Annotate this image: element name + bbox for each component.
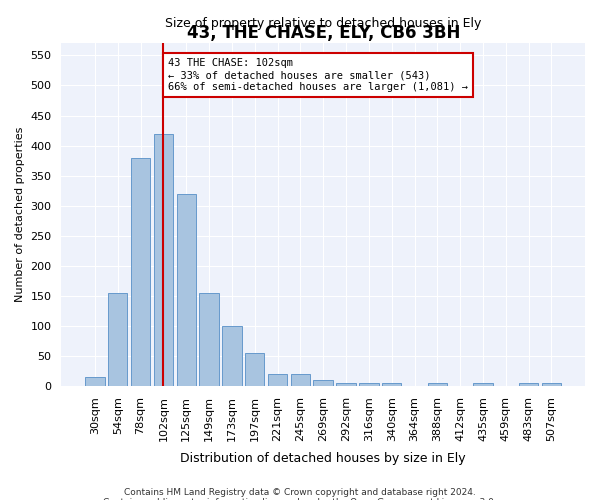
Text: Contains HM Land Registry data © Crown copyright and database right 2024.: Contains HM Land Registry data © Crown c… xyxy=(124,488,476,497)
Bar xyxy=(85,377,104,386)
X-axis label: Distribution of detached houses by size in Ely: Distribution of detached houses by size … xyxy=(181,452,466,465)
Bar xyxy=(176,194,196,386)
Y-axis label: Number of detached properties: Number of detached properties xyxy=(15,127,25,302)
Bar xyxy=(428,383,447,386)
Bar xyxy=(131,158,150,386)
Bar xyxy=(222,326,242,386)
Bar xyxy=(542,383,561,386)
Bar xyxy=(359,383,379,386)
Text: Contains public sector information licensed under the Open Government Licence v3: Contains public sector information licen… xyxy=(103,498,497,500)
Bar xyxy=(290,374,310,386)
Title: 43, THE CHASE, ELY, CB6 3BH: 43, THE CHASE, ELY, CB6 3BH xyxy=(187,24,460,42)
Bar xyxy=(108,293,127,386)
Bar xyxy=(313,380,333,386)
Bar xyxy=(473,383,493,386)
Bar xyxy=(268,374,287,386)
Text: 43 THE CHASE: 102sqm
← 33% of detached houses are smaller (543)
66% of semi-deta: 43 THE CHASE: 102sqm ← 33% of detached h… xyxy=(168,58,468,92)
Bar xyxy=(382,383,401,386)
Text: Size of property relative to detached houses in Ely: Size of property relative to detached ho… xyxy=(165,16,481,30)
Bar xyxy=(519,383,538,386)
Bar xyxy=(154,134,173,386)
Bar xyxy=(199,293,219,386)
Bar xyxy=(337,383,356,386)
Bar xyxy=(245,353,265,386)
